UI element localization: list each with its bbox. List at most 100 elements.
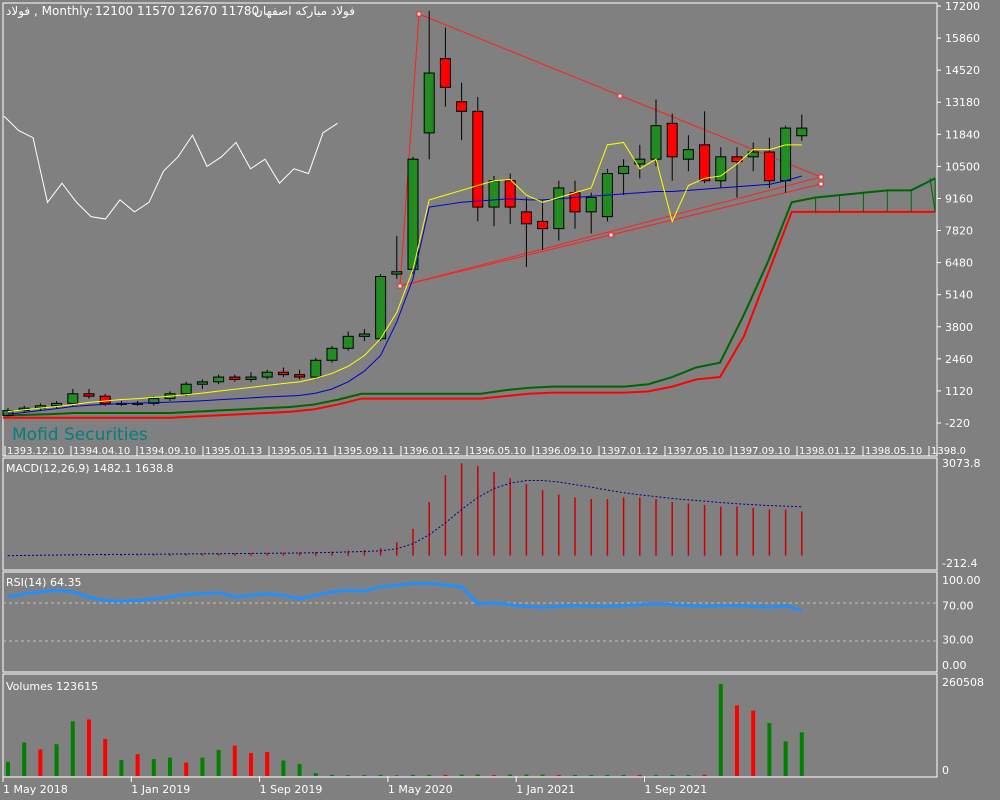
price-axis: 17200 15860 14520 13180 11840 10500 9160 7820 64… <box>937 0 980 430</box>
candle <box>472 110 484 208</box>
volume-bar <box>783 741 788 776</box>
candle <box>277 371 289 376</box>
rsi-axis-label: 70.00 <box>942 600 974 613</box>
date-tick-label: 1 May 2018 <box>3 783 68 796</box>
volume-bar <box>313 773 318 776</box>
price-tick-label: -220 <box>945 417 970 430</box>
volume-bar <box>394 775 399 776</box>
candle <box>213 376 225 383</box>
projection-upper <box>2 177 936 417</box>
triangle-handle-right-bottom[interactable] <box>818 181 824 187</box>
jalali-tick-label: 1396.01.12 <box>403 446 460 457</box>
volume-bar <box>508 774 513 776</box>
date-tick-label: 1 Jan 2019 <box>131 783 190 796</box>
volume-bar <box>151 759 156 776</box>
candle <box>342 335 354 349</box>
price-tick-label: 1120 <box>945 385 973 398</box>
volume-bar <box>718 684 723 776</box>
candle <box>180 383 192 395</box>
jalali-tick-label: 1397.01.12 <box>601 446 658 457</box>
volume-bar <box>22 742 27 776</box>
volume-bar <box>799 732 804 776</box>
chart-ohlc: 12100 11570 12670 11780 <box>95 4 259 18</box>
candle <box>553 187 565 230</box>
triangle-handle-right-top[interactable] <box>818 174 824 180</box>
candle <box>699 144 711 182</box>
chart-company-name: فولاد مبارکه اصفهان <box>254 4 355 19</box>
candle <box>83 393 95 397</box>
price-tick-label: 6480 <box>945 257 973 270</box>
volume-bar <box>492 775 496 776</box>
jalali-tick-label: 1398.05.10 <box>865 446 922 457</box>
volume-bar <box>265 751 270 776</box>
jalali-tick-label: 1394.04.10 <box>73 446 130 457</box>
candle <box>326 347 338 361</box>
volume-bar <box>70 721 75 776</box>
rsi-label: RSI(14) 64.35 <box>6 576 81 589</box>
volume-bar <box>475 774 480 776</box>
volume-bar <box>443 774 448 776</box>
candle <box>796 127 808 137</box>
chart-title-timeframe: , Monthly: <box>34 4 93 18</box>
projection-end <box>929 178 936 212</box>
price-tick-label: 11840 <box>945 128 980 141</box>
price-tick-label: 5140 <box>945 289 973 302</box>
candle <box>456 101 468 112</box>
candle <box>488 180 500 208</box>
ma-fast-line <box>7 141 802 413</box>
jalali-tick-label: 1398.0 <box>931 446 966 457</box>
jalali-tick-label: 1393.12.10 <box>7 446 64 457</box>
jalali-tick-label: 1398.01.12 <box>799 446 856 457</box>
rsi-axis: 100.00 70.00 30.00 0.00 <box>942 574 981 672</box>
volume-bar <box>200 757 205 776</box>
rsi-line <box>7 581 803 612</box>
candle <box>780 127 792 182</box>
candle <box>666 122 678 158</box>
price-tick-label: 15860 <box>945 32 980 45</box>
volume-bar <box>378 774 383 776</box>
volume-bars <box>6 684 804 776</box>
volume-bar <box>556 774 561 776</box>
candle <box>310 359 322 378</box>
volume-bar <box>427 774 432 776</box>
volume-bar <box>573 774 577 776</box>
candle <box>439 58 451 88</box>
projection-lower <box>3 210 936 419</box>
jalali-tick-label: 1397.09.10 <box>733 446 790 457</box>
candle <box>682 149 694 160</box>
candle <box>261 371 273 378</box>
jalali-tick-label: 1395.05.11 <box>271 446 328 457</box>
candle <box>67 393 79 404</box>
date-tick-label: 1 Sep 2021 <box>645 783 708 796</box>
candle <box>99 395 111 404</box>
price-tick-label: 17200 <box>945 0 980 13</box>
candle <box>715 156 727 182</box>
price-panel: 17200 15860 14520 13180 11840 10500 9160 7820 64… <box>2 0 980 457</box>
jalali-tick-label: 1395.09.11 <box>337 446 394 457</box>
triangle-handle-mid[interactable] <box>617 93 623 99</box>
volume-bar <box>135 754 140 776</box>
volume-axis-max: 260508 <box>942 676 984 689</box>
date-tick-label: 1 May 2020 <box>388 783 453 796</box>
volume-bar <box>654 775 658 776</box>
comparison-line-group <box>3 115 338 220</box>
volume-bar <box>346 775 351 776</box>
triangle-handle-top[interactable] <box>416 11 422 17</box>
volume-bar <box>103 738 108 776</box>
projection-band <box>2 177 936 419</box>
triangle-handle-lower-mid[interactable] <box>608 232 614 238</box>
volume-bar <box>735 705 739 776</box>
volume-bar <box>54 744 59 776</box>
volume-bar <box>297 763 302 776</box>
price-tick-label: 9160 <box>945 192 973 205</box>
triangle-handle-bottom[interactable] <box>397 283 403 289</box>
jalali-tick-label: 1396.09.10 <box>535 446 592 457</box>
volume-bar <box>540 774 545 776</box>
candle <box>245 376 257 380</box>
watermark: Mofid Securities <box>12 425 148 445</box>
candle <box>537 220 549 230</box>
price-tick-label: 7820 <box>945 225 973 238</box>
macd-label: MACD(12,26,9) 1482.1 1638.8 <box>6 462 174 475</box>
candle <box>618 165 630 175</box>
